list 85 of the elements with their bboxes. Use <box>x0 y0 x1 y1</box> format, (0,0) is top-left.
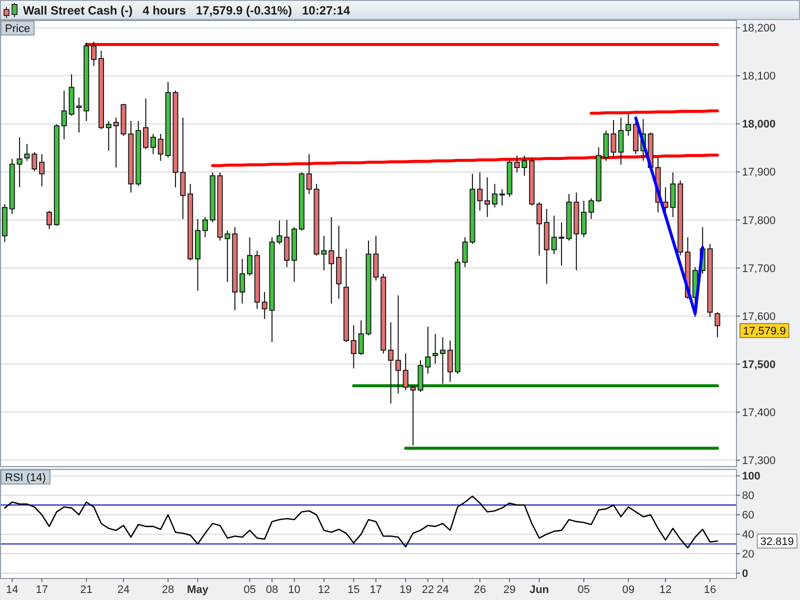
x-tick-label: 19 <box>399 584 412 596</box>
candlestick <box>714 312 720 338</box>
x-tick-label: 29 <box>503 584 516 596</box>
x-tick-label: 24 <box>117 584 130 596</box>
candlestick <box>522 155 528 176</box>
x-tick-label: 14 <box>6 584 18 596</box>
candlestick <box>91 41 97 67</box>
x-tick-label: Jun <box>529 584 550 596</box>
y-tick-label: 17,700 <box>742 262 776 275</box>
candlestick <box>581 200 587 238</box>
y-tick-label: 20 <box>742 548 754 561</box>
candlestick <box>306 154 312 194</box>
x-tick-label: 12 <box>318 584 330 596</box>
candlestick <box>150 133 156 155</box>
y-axis-title: Price <box>5 22 30 35</box>
x-tick-label: 05 <box>578 584 590 596</box>
candlestick <box>492 183 498 208</box>
candlestick <box>670 172 676 218</box>
candlestick <box>626 114 632 136</box>
x-tick-label: 12 <box>659 584 672 596</box>
x-tick-label: May <box>187 584 210 596</box>
candlestick <box>395 294 401 394</box>
y-tick-label: 60 <box>742 510 754 522</box>
text: 32.819 <box>760 536 794 548</box>
x-tick-label: 17 <box>36 584 48 596</box>
candlestick <box>32 152 38 172</box>
candlestick <box>440 336 446 384</box>
y-tick-label: 17,400 <box>742 407 776 420</box>
y-tick-label: 18,100 <box>742 70 776 83</box>
candlestick <box>16 136 22 188</box>
x-tick-label: 26 <box>474 584 486 596</box>
x-tick-label: 28 <box>162 584 174 596</box>
candlestick <box>477 172 483 212</box>
candlestick <box>588 198 594 220</box>
x-tick-label: 05 <box>244 584 256 596</box>
x-tick-label: 09 <box>622 584 634 596</box>
y-tick-label: 17,800 <box>742 214 776 227</box>
candlestick <box>39 154 45 187</box>
text: 17,579.9 <box>743 325 786 338</box>
chart-title: Wall Street Cash (-) 4 hours 17,579.9 (-0.31%) 10:27:14 <box>23 4 350 18</box>
x-tick-label: 24 <box>436 584 449 596</box>
candlestick <box>425 326 431 374</box>
x-tick-label: 16 <box>704 584 716 596</box>
candlestick <box>284 219 290 268</box>
x-tick-label: 17 <box>370 584 382 596</box>
candlestick <box>46 210 52 230</box>
x-tick-label: 08 <box>266 584 278 596</box>
y-tick-label: 80 <box>742 490 754 502</box>
candlestick <box>202 216 208 238</box>
candlestick <box>240 258 246 304</box>
y-tick-label: 17,600 <box>742 310 776 323</box>
candlestick <box>328 216 334 304</box>
y-tick-label: 100 <box>742 470 760 483</box>
candlestick <box>350 324 356 369</box>
line-series <box>211 154 719 168</box>
candlestick <box>180 117 186 220</box>
y-tick-label: 17,900 <box>742 166 776 179</box>
y-tick-label: 0 <box>742 568 748 580</box>
candlestick <box>388 322 394 404</box>
candlestick <box>24 144 30 162</box>
x-tick-label: 15 <box>348 584 360 596</box>
candlestick <box>143 98 149 150</box>
y-tick-label: 40 <box>742 529 754 542</box>
line-series <box>634 116 704 316</box>
y-tick-label: 18,000 <box>742 118 776 131</box>
candlestick <box>246 236 252 276</box>
candlestick <box>484 176 490 218</box>
x-tick-label: 21 <box>80 584 93 596</box>
y-tick-label: 17,500 <box>742 358 776 371</box>
line-series <box>4 496 718 548</box>
candlestick <box>447 340 453 382</box>
candlestick <box>536 202 542 256</box>
candlestick <box>158 133 164 162</box>
candlestick <box>499 188 505 206</box>
candlestick <box>402 353 408 391</box>
y-tick-label: 18,200 <box>742 22 776 35</box>
y-axis-title: RSI (14) <box>5 472 46 484</box>
x-tick-label: 22 <box>422 584 434 596</box>
candlestick <box>61 90 67 140</box>
y-tick-label: 17,300 <box>742 455 776 468</box>
candlestick <box>432 333 438 364</box>
candlestick <box>276 220 282 244</box>
candlestick <box>106 120 112 152</box>
candlestick <box>551 215 557 255</box>
x-tick-label: 10 <box>288 584 300 596</box>
